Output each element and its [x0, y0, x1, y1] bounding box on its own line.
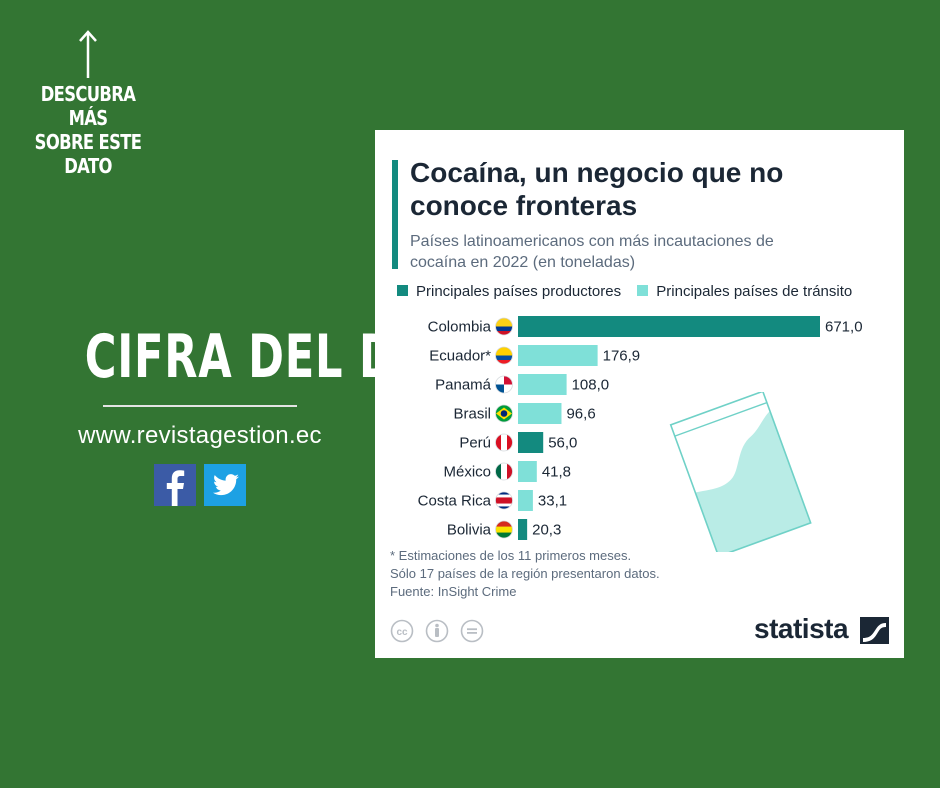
title-accent-bar: [392, 160, 398, 269]
svg-text:cc: cc: [396, 627, 408, 638]
flag-outline: [495, 491, 513, 510]
discover-line: DESCUBRA MÁS: [40, 82, 136, 130]
flag-outline: [495, 375, 513, 394]
flag-outline: [495, 462, 513, 481]
category-label: Panamá: [435, 377, 492, 394]
headline-divider: [103, 405, 297, 407]
headline: CIFRA DEL DÍA: [84, 322, 447, 392]
bar-panam: [518, 374, 567, 395]
category-label: Bolivia: [447, 522, 492, 539]
discover-line: DATO: [64, 154, 112, 178]
bar-bolivia: [518, 519, 528, 540]
up-arrow-icon: [79, 30, 97, 78]
flag-icon: [495, 318, 513, 335]
bag-illustration: [669, 392, 812, 552]
bar-brasil: [518, 403, 562, 424]
category-label: Colombia: [428, 319, 492, 336]
bar-ecuador: [518, 345, 598, 366]
flag-icon: [495, 434, 513, 451]
facebook-icon[interactable]: [154, 464, 196, 506]
footnote: * Estimaciones de los 11 primeros meses.: [390, 548, 632, 563]
legend-item-productores: Principales países productores: [397, 283, 621, 300]
twitter-icon[interactable]: [204, 464, 246, 506]
value-label: 108,0: [572, 377, 610, 394]
value-label: 20,3: [532, 522, 561, 539]
bar-colombia: [518, 316, 820, 337]
value-label: 56,0: [548, 435, 577, 452]
flag-icon: [495, 521, 513, 538]
value-label: 33,1: [538, 493, 567, 510]
legend-swatch-transito: [637, 285, 649, 296]
value-label: 671,0: [825, 319, 863, 336]
flag-icon: [495, 492, 513, 509]
flag-outline: [495, 433, 513, 452]
statista-logo-icon: [860, 617, 889, 644]
legend-swatch-productores: [397, 285, 408, 296]
category-label: Perú: [459, 435, 491, 452]
bar-mxico: [518, 461, 537, 482]
website-link[interactable]: www.revistagestion.ec: [78, 422, 322, 449]
chart-legend: Principales países productores Principal…: [397, 283, 864, 303]
flag-outline: [495, 346, 513, 365]
bar-costarica: [518, 490, 533, 511]
category-label: Brasil: [453, 406, 491, 423]
value-label: 96,6: [566, 406, 595, 423]
value-label: 41,8: [542, 464, 571, 481]
legend-label: Principales países de tránsito: [656, 283, 853, 300]
flag-icon: [495, 347, 513, 364]
discover-more-link[interactable]: DESCUBRA MÁS SOBRE ESTE DATO: [24, 82, 152, 178]
chart-title: Cocaína, un negocio que no conoce fronte…: [410, 157, 784, 221]
footnote: Sólo 17 países de la región presentaron …: [390, 566, 660, 581]
category-label: Ecuador*: [429, 348, 491, 365]
bar-chart: Colombia 671,0 Ecuador* 176,9 Panamá 108,0 Bra…: [418, 316, 863, 540]
legend-item-transito: Principales países de tránsito: [637, 283, 852, 300]
flag-outline: [495, 317, 513, 336]
chart-subtitle: Países latinoamericanos con más incautac…: [410, 233, 774, 271]
chart-card: Cocaína, un negocio que no conoce fronte…: [375, 130, 904, 658]
statista-logo-text: statista: [754, 613, 849, 644]
flag-icon: [495, 405, 513, 422]
flag-icon: [495, 376, 513, 393]
category-label: México: [443, 464, 491, 481]
source-note: Fuente: InSight Crime: [390, 584, 517, 599]
flag-outline: [495, 404, 513, 423]
flag-outline: [495, 520, 513, 539]
discover-line: SOBRE ESTE: [34, 130, 142, 154]
chart-notes: * Estimaciones de los 11 primeros meses.…: [390, 547, 790, 601]
bar-per: [518, 432, 544, 453]
flag-icon: [495, 463, 513, 480]
value-label: 176,9: [603, 348, 641, 365]
legend-label: Principales países productores: [416, 283, 622, 300]
category-label: Costa Rica: [418, 493, 492, 510]
creative-commons-icons[interactable]: cc: [390, 619, 485, 643]
